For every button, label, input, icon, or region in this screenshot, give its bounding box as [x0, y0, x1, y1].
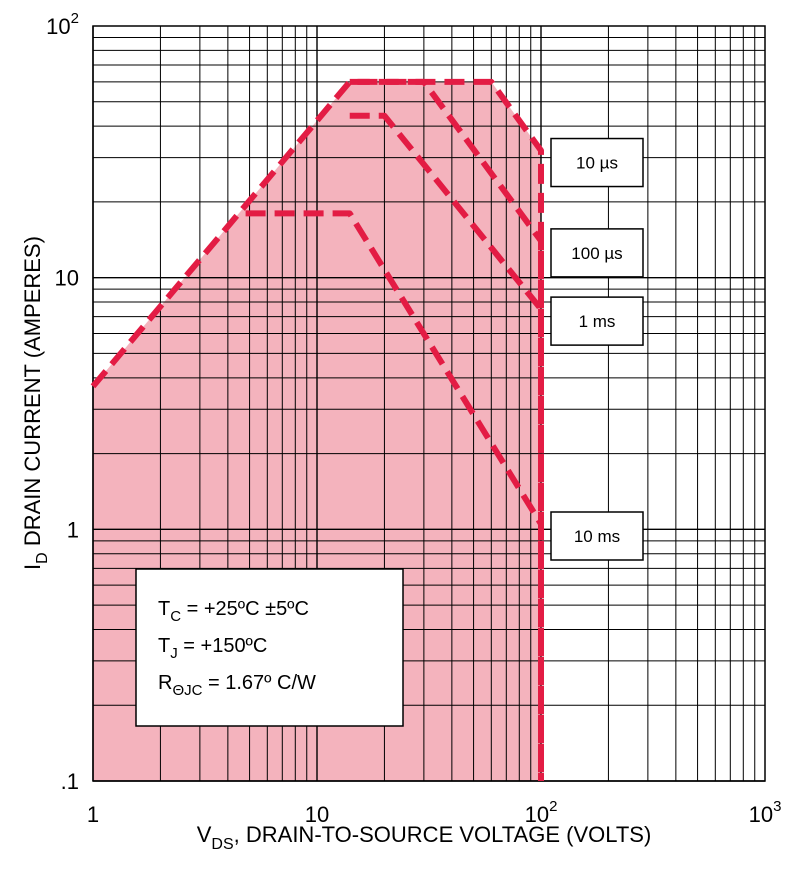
- x-tick-label: 10: [305, 802, 329, 827]
- y-tick-label: 102: [46, 10, 79, 39]
- x-tick-labels: 1 10 102 103: [87, 798, 782, 827]
- condition-junction-temperature: TJ = +150ºC: [158, 635, 267, 662]
- curve-label-text: 100 µs: [571, 244, 622, 263]
- x-tick-label: 102: [525, 798, 558, 827]
- soa-curves: [90, 78, 544, 781]
- y-tick-label: 1: [67, 517, 79, 542]
- curve-label-text: 10 ms: [574, 527, 620, 546]
- soa-curve-1: [90, 78, 544, 781]
- curve-label-text: 1 ms: [579, 312, 616, 331]
- curve-label: 10 µs: [550, 137, 644, 188]
- y-tick-labels: .1 1 10 102: [46, 10, 79, 794]
- conditions-box-frame: [135, 568, 404, 727]
- soa-curve-2: [349, 78, 544, 781]
- x-axis-label: VDS, DRAIN-TO-SOURCE VOLTAGE (VOLTS): [197, 822, 652, 853]
- plot-frame: [92, 25, 766, 782]
- soa-curve-4: [245, 210, 544, 781]
- curve-label-box: [550, 296, 644, 346]
- y-tick-label: 10: [55, 266, 79, 291]
- x-tick-label: 103: [749, 798, 782, 827]
- y-axis-label: ID DRAIN CURRENT (AMPERES): [20, 236, 51, 570]
- condition-case-temperature: TC = +25ºC ±5ºC: [158, 598, 309, 625]
- condition-thermal-resistance: RΘJC = 1.67º C/W: [158, 672, 316, 699]
- curve-label: 1 ms: [550, 296, 644, 346]
- curve-label-box: [550, 511, 644, 561]
- curve-label: 100 µs: [550, 228, 644, 278]
- curve-label-box: [550, 228, 644, 278]
- soa-curve-3: [349, 112, 544, 781]
- x-tick-label: 1: [87, 802, 99, 827]
- curve-label: 10 ms: [550, 511, 644, 561]
- y-tick-label: .1: [61, 769, 79, 794]
- curve-label-box: [550, 137, 644, 188]
- curve-labels: 10 µs 100 µs 1 ms 10 ms: [550, 137, 644, 561]
- curve-label-text: 10 µs: [576, 154, 618, 173]
- conditions-box: TC = +25ºC ±5ºC TJ = +150ºC RΘJC = 1.67º…: [135, 568, 404, 727]
